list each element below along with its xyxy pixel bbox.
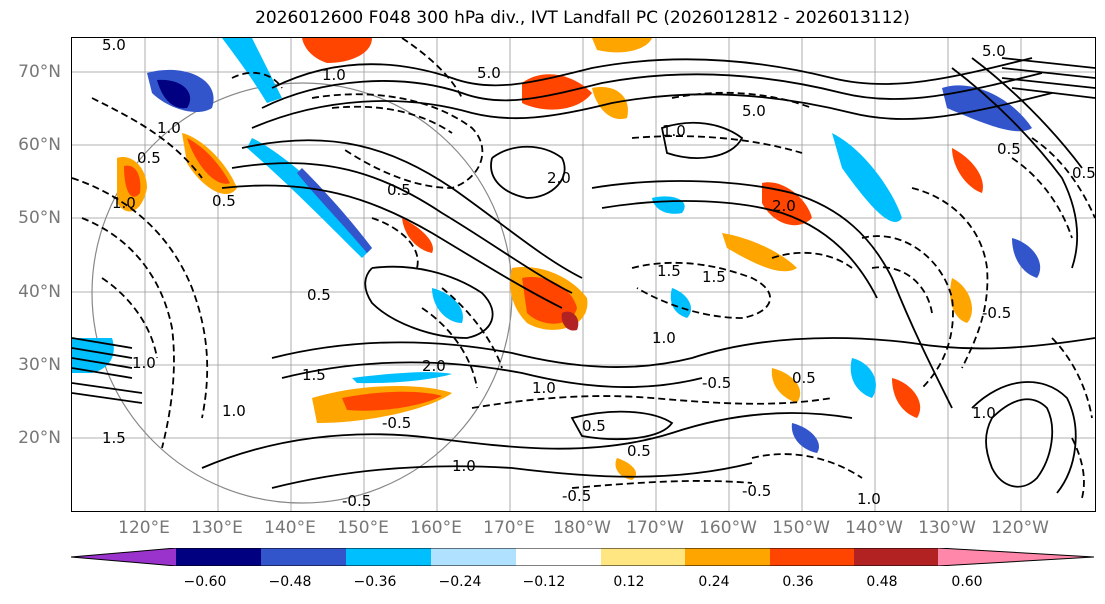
- plot-title: 2026012600 F048 300 hPa div., IVT Landfa…: [255, 8, 910, 28]
- div-contours-dashed: [72, 38, 1095, 499]
- contour-label: 1.0: [857, 490, 881, 508]
- colorbar-segment: [770, 548, 854, 566]
- contour-label: 1.0: [972, 404, 996, 422]
- lat-label: 20°N: [18, 428, 61, 448]
- contour-label: 0.5: [582, 417, 606, 435]
- contour-label: 0.5: [997, 140, 1021, 158]
- colorbar-tick-label: 0.24: [698, 574, 730, 590]
- contour-label: -0.5: [702, 374, 731, 392]
- contour-label: 5.0: [102, 38, 126, 54]
- lon-label: 160°W: [699, 518, 757, 538]
- colorbar-segment: [685, 548, 770, 566]
- colorbar-tick-label: 0.12: [613, 574, 645, 590]
- contour-label: 1.0: [132, 354, 156, 372]
- contour-label: 1.0: [532, 379, 556, 397]
- contour-label: -0.5: [742, 482, 771, 500]
- colorbar-segment: [261, 548, 346, 566]
- contour-label: 0.5: [137, 149, 161, 167]
- contour-label: 1.5: [702, 268, 726, 286]
- lon-label: 140°W: [845, 518, 903, 538]
- contour-label: -0.5: [562, 487, 591, 505]
- lon-label: 160°E: [410, 518, 462, 538]
- contour-label: 0.5: [1072, 164, 1095, 182]
- colorbar-tick-label: 0.48: [866, 574, 898, 590]
- contour-label: 0.5: [792, 369, 816, 387]
- colorbar-tick-label: 0.60: [951, 574, 983, 590]
- contour-label: -0.5: [342, 492, 371, 510]
- divergence-fill: [72, 38, 1041, 480]
- contour-label: 2.0: [422, 357, 446, 375]
- map-panel: 5.0 1.0 5.0 2.0 5.0 5.0 0.5 1.0 0.5 2.0 …: [71, 37, 1096, 512]
- colorbar-segment: [176, 548, 261, 566]
- contour-label: 0.5: [387, 181, 411, 199]
- colorbar-segment: [601, 548, 685, 566]
- lon-label: 150°W: [772, 518, 830, 538]
- map-canvas: 5.0 1.0 5.0 2.0 5.0 5.0 0.5 1.0 0.5 2.0 …: [72, 38, 1095, 511]
- contour-label: 1.5: [657, 262, 681, 280]
- colorbar-segment: [346, 548, 431, 566]
- contour-label: 5.0: [477, 64, 501, 82]
- contour-label: 1.0: [662, 122, 686, 140]
- colorbar-segment: [854, 548, 938, 566]
- lat-label: 50°N: [18, 208, 61, 228]
- contour-label: 0.5: [627, 442, 651, 460]
- colorbar-tick-label: −0.24: [438, 574, 482, 590]
- ivt-contours-solid: [72, 57, 1095, 494]
- lat-label: 70°N: [18, 62, 61, 82]
- contour-label: 1.5: [102, 429, 126, 447]
- lat-label: 40°N: [18, 282, 61, 302]
- colorbar-high-extend: [938, 548, 1094, 566]
- colorbar-segment: [431, 548, 516, 566]
- lon-label: 130°W: [918, 518, 976, 538]
- lon-label: 120°W: [991, 518, 1049, 538]
- contour-label: 1.0: [322, 66, 346, 84]
- lon-label: 170°W: [626, 518, 684, 538]
- contour-label: 2.0: [772, 197, 796, 215]
- colorbar-tick-label: −0.48: [268, 574, 312, 590]
- colorbar-segment: [516, 548, 601, 566]
- contour-label: 1.0: [112, 194, 136, 212]
- contour-label: 1.0: [452, 457, 476, 475]
- colorbar-tick-label: −0.12: [522, 574, 566, 590]
- colorbar-low-extend: [71, 548, 176, 566]
- colorbar-tick-label: −0.60: [183, 574, 227, 590]
- lon-label: 140°E: [264, 518, 316, 538]
- colorbar-tick-label: −0.36: [353, 574, 397, 590]
- contour-label: 1.0: [652, 329, 676, 347]
- contour-label: 1.0: [222, 402, 246, 420]
- contour-label: 5.0: [742, 102, 766, 120]
- lon-label: 150°E: [337, 518, 389, 538]
- contour-label: 0.5: [307, 286, 331, 304]
- lon-label: 170°E: [483, 518, 535, 538]
- contour-label: -0.5: [982, 304, 1011, 322]
- lat-label: 60°N: [18, 135, 61, 155]
- contour-label: 5.0: [982, 42, 1006, 60]
- contour-label: -0.5: [382, 414, 411, 432]
- lon-label: 130°E: [191, 518, 243, 538]
- colorbar: [71, 548, 1094, 566]
- contour-label: 1.5: [302, 366, 326, 384]
- lon-label: 180°W: [553, 518, 611, 538]
- lon-label: 120°E: [118, 518, 170, 538]
- contour-label: 1.0: [157, 119, 181, 137]
- contour-label: 0.5: [212, 192, 236, 210]
- lat-label: 30°N: [18, 355, 61, 375]
- contour-label: 2.0: [547, 169, 571, 187]
- contour-label-group: 5.0 1.0 5.0 2.0 5.0 5.0 0.5 1.0 0.5 2.0 …: [102, 38, 1095, 510]
- colorbar-tick-label: 0.36: [782, 574, 814, 590]
